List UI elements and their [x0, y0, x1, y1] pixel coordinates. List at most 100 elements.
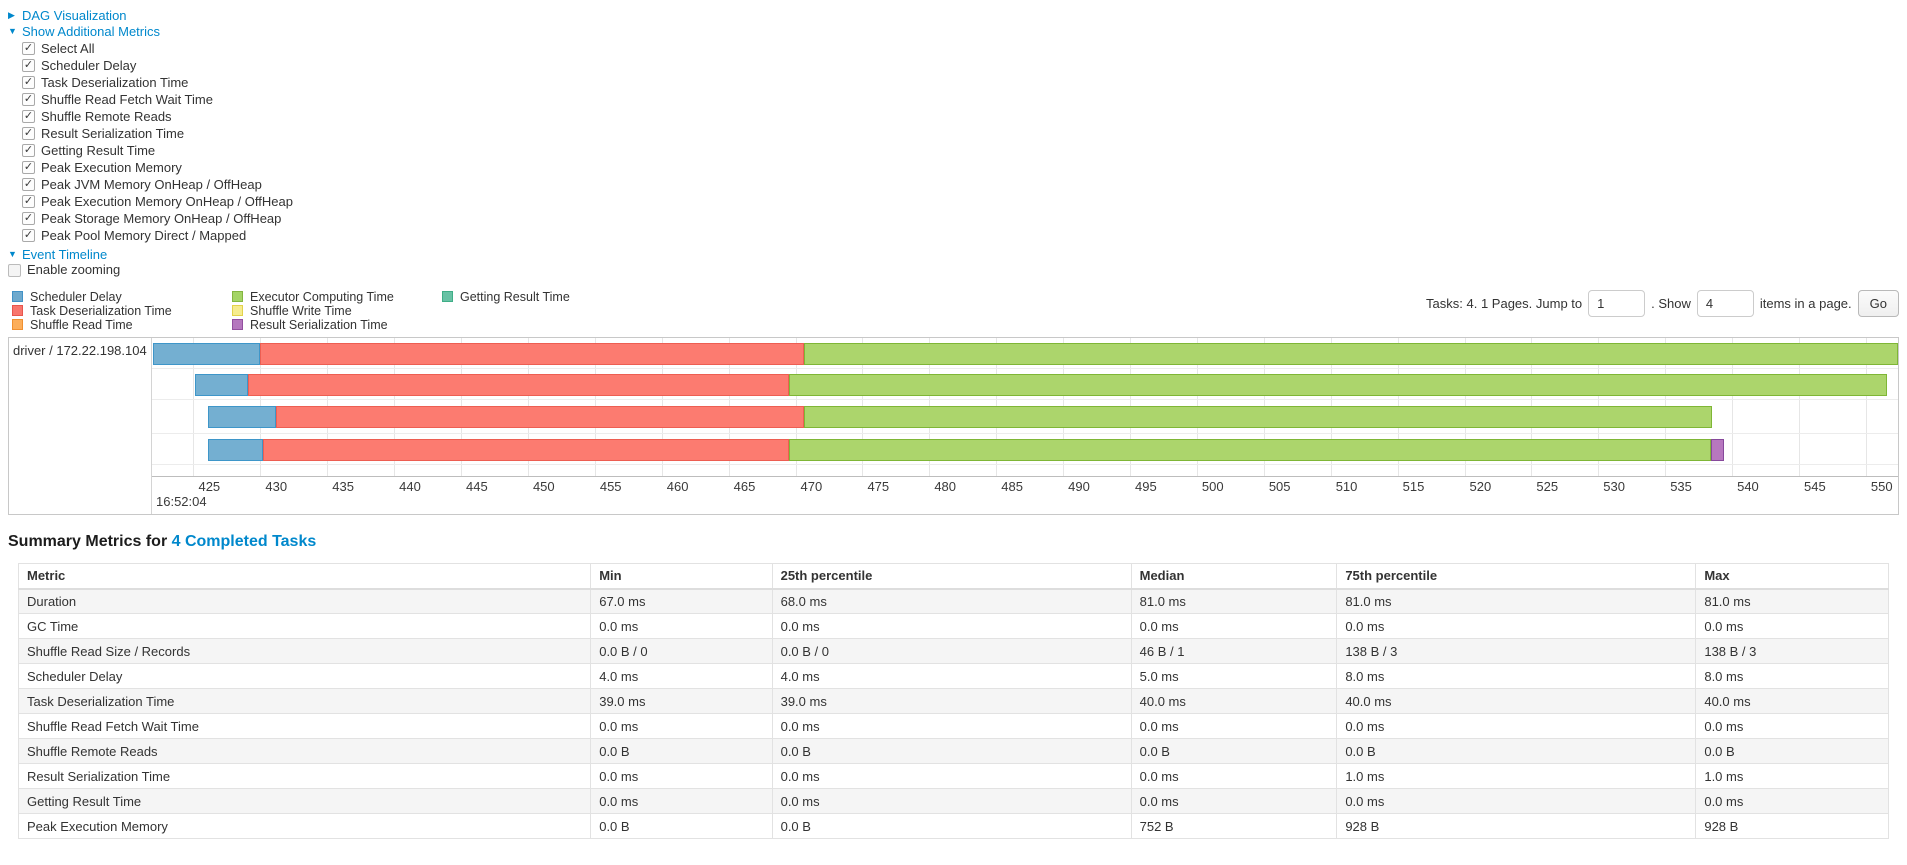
legend-item: Shuffle Read Time [12, 318, 208, 332]
show-additional-metrics-link[interactable]: ▼ Show Additional Metrics [8, 24, 160, 39]
summary-table-header-cell: Median [1130, 563, 1338, 590]
metric-checkbox-row: ✓ Result Serialization Time [8, 125, 1899, 142]
enable-zooming-row: Enable zooming [8, 262, 1899, 278]
summary-table-row: Result Serialization Time 0.0 ms 0.0 ms 0.0… [17, 763, 1889, 789]
summary-table-row: Shuffle Read Fetch Wait Time 0.0 ms 0.0 ms… [17, 713, 1889, 739]
legend-item-label: Result Serialization Time [250, 317, 388, 332]
legend-swatch-icon [232, 319, 243, 330]
summary-metric-value-cell: 0.0 ms [1695, 713, 1889, 739]
metric-checkbox-getting-result-time[interactable]: ✓ [22, 144, 35, 157]
pagination-suffix-text: items in a page. [1759, 296, 1852, 311]
items-per-page-input[interactable] [1696, 290, 1754, 317]
metric-checkbox-result-serialization-time[interactable]: ✓ [22, 127, 35, 140]
timeline-bar-segment-scheduler-delay[interactable] [208, 406, 277, 428]
metric-checkbox-row: ✓ Peak JVM Memory OnHeap / OffHeap [8, 176, 1899, 193]
axis-tick-label: 525 [1536, 479, 1559, 494]
legend-item: Getting Result Time [442, 290, 570, 304]
axis-tick-label: 530 [1603, 479, 1625, 494]
axis-tick-label: 445 [466, 479, 488, 494]
summary-metric-value-cell: 81.0 ms [1695, 588, 1889, 614]
metric-checkbox-peak-jvm-memory-onheap-offheap[interactable]: ✓ [22, 178, 35, 191]
timeline-bar-segment-executor-computing[interactable] [803, 343, 1898, 365]
axis-tick-label: 460 [666, 479, 689, 494]
legend-item-label: Shuffle Write Time [250, 303, 352, 318]
timeline-bar-segment-executor-computing[interactable] [803, 406, 1713, 428]
event-timeline-toggle-row: ▼ Event Timeline [8, 245, 1899, 262]
metric-checkbox-shuffle-read-fetch-wait-time[interactable]: ✓ [22, 93, 35, 106]
summary-metric-value-cell: 39.0 ms [771, 688, 1132, 714]
axis-tick-label: 440 [399, 479, 421, 494]
summary-metric-value-cell: 0.0 B [771, 813, 1132, 839]
jump-to-page-input[interactable] [1588, 290, 1646, 317]
timeline-bar-segment-result-serialization[interactable] [1710, 439, 1725, 461]
summary-metric-value-cell: 0.0 B [590, 738, 773, 764]
timeline-task-row [152, 439, 1898, 461]
task-pagination: Tasks: 4. 1 Pages. Jump to . Show items … [1426, 290, 1899, 317]
metric-checkbox-task-deserialization-time[interactable]: ✓ [22, 76, 35, 89]
summary-metric-value-cell: 0.0 ms [1336, 788, 1697, 814]
event-timeline-label: Event Timeline [22, 247, 108, 262]
axis-tick-label: 540 [1737, 479, 1759, 494]
summary-metric-value-cell: 5.0 ms [1130, 663, 1338, 689]
summary-table-row: Getting Result Time 0.0 ms 0.0 ms 0.0 ms 0.0… [17, 788, 1889, 814]
summary-metric-value-cell: 928 B [1336, 813, 1697, 839]
axis-tick-label: 500 [1201, 479, 1224, 494]
event-timeline-link[interactable]: ▼ Event Timeline [8, 247, 107, 262]
legend-item: Result Serialization Time [232, 317, 418, 332]
axis-tick-label: 470 [800, 479, 823, 494]
summary-metric-value-cell: 39.0 ms [590, 688, 773, 714]
metric-checkbox-peak-storage-memory-onheap-offheap[interactable]: ✓ [22, 212, 35, 225]
timeline-bar-segment-task-deserialization[interactable] [263, 439, 789, 461]
summary-metric-value-cell: 0.0 ms [590, 713, 773, 739]
timeline-bar-segment-scheduler-delay[interactable] [153, 343, 261, 365]
axis-tick-label: 505 [1268, 479, 1291, 494]
axis-tick-label: 475 [867, 479, 890, 494]
timeline-bar-segment-task-deserialization[interactable] [260, 343, 804, 365]
timeline-task-row [152, 406, 1898, 428]
summary-metric-value-cell: 0.0 B [1336, 738, 1697, 764]
timeline-bar-segment-executor-computing[interactable] [788, 439, 1711, 461]
metric-checkbox-select-all[interactable]: ✓ [22, 42, 35, 55]
metric-checkbox-peak-execution-memory-onheap-offheap[interactable]: ✓ [22, 195, 35, 208]
timeline-bar-segment-scheduler-delay[interactable] [194, 374, 249, 396]
summary-metric-value-cell: 0.0 B / 0 [771, 638, 1132, 664]
dag-visualization-toggle-row: ▶ DAG Visualization [8, 6, 1899, 23]
axis-tick-label: 520 [1469, 479, 1492, 494]
metric-checkbox-row: ✓ Shuffle Remote Reads [8, 108, 1899, 125]
metric-checkbox-label: Shuffle Read Fetch Wait Time [41, 92, 213, 107]
summary-metric-value-cell: 138 B / 3 [1336, 638, 1697, 664]
timeline-group-label-column: driver / 172.22.198.104 [9, 338, 152, 514]
timeline-bar-segment-task-deserialization[interactable] [248, 374, 789, 396]
timeline-bar-segment-scheduler-delay[interactable] [208, 439, 264, 461]
summary-table-row: Scheduler Delay 4.0 ms 4.0 ms 5.0 ms 8.0 ms 8… [17, 663, 1889, 689]
row-gridline [152, 464, 1898, 465]
timeline-bar-segment-executor-computing[interactable] [788, 374, 1888, 396]
metric-checkbox-shuffle-remote-reads[interactable]: ✓ [22, 110, 35, 123]
summary-metric-value-cell: 0.0 B [1130, 738, 1338, 764]
summary-metric-value-cell: 138 B / 3 [1695, 638, 1889, 664]
metric-checkbox-peak-pool-memory-direct-mapped[interactable]: ✓ [22, 229, 35, 242]
summary-metric-value-cell: 0.0 ms [1130, 613, 1338, 639]
metric-checkbox-label: Peak Pool Memory Direct / Mapped [41, 228, 247, 243]
dag-visualization-link[interactable]: ▶ DAG Visualization [8, 8, 127, 23]
pagination-show-label: . Show [1651, 296, 1691, 311]
axis-tick-label: 485 [1001, 479, 1023, 494]
executor-group-label: driver / 172.22.198.104 [13, 343, 147, 358]
legend-item: Shuffle Write Time [232, 303, 418, 318]
row-gridline [152, 433, 1898, 434]
completed-tasks-link[interactable]: 4 Completed Tasks [171, 533, 317, 550]
axis-tick-label: 450 [532, 479, 555, 494]
metric-checkbox-scheduler-delay[interactable]: ✓ [22, 59, 35, 72]
axis-tick-label: 510 [1335, 479, 1358, 494]
enable-zooming-checkbox[interactable] [8, 263, 21, 277]
metric-checkbox-peak-execution-memory[interactable]: ✓ [22, 161, 35, 174]
summary-metric-value-cell: 8.0 ms [1336, 663, 1697, 689]
summary-table-row: Task Deserialization Time 39.0 ms 39.0 ms 4… [17, 688, 1889, 714]
go-button[interactable]: Go [1857, 290, 1899, 317]
legend-item: Scheduler Delay [12, 290, 208, 304]
summary-metric-value-cell: 81.0 ms [1336, 588, 1697, 614]
legend-item: Executor Computing Time [232, 290, 418, 304]
timeline-bar-segment-task-deserialization[interactable] [276, 406, 804, 428]
summary-metric-value-cell: 0.0 ms [1695, 788, 1889, 814]
metric-checkbox-row: ✓ Shuffle Read Fetch Wait Time [8, 91, 1899, 108]
